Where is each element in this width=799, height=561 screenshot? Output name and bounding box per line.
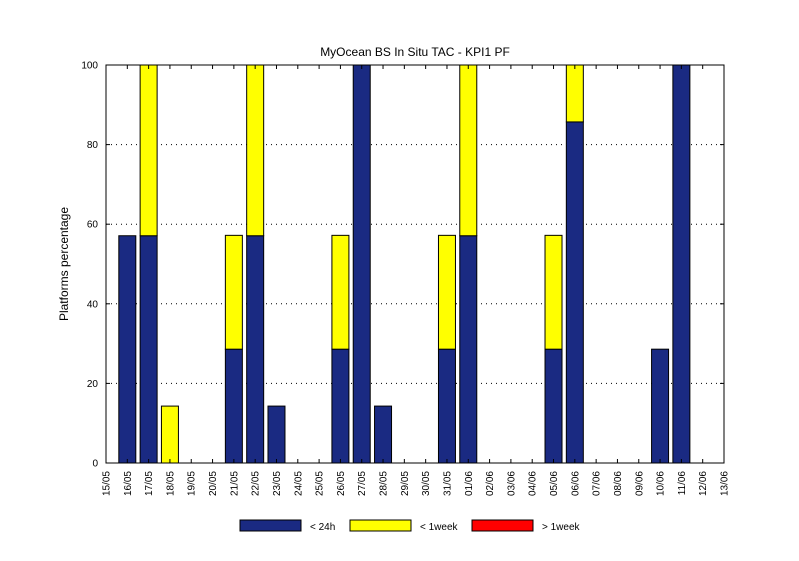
- x-tick-label: 18/05: [165, 471, 176, 496]
- x-tick-label: 30/05: [421, 471, 432, 496]
- x-tick-label: 27/05: [357, 471, 368, 496]
- legend: < 24h < 1week > 1week: [239, 519, 581, 533]
- legend-label: > 1week: [542, 522, 581, 533]
- x-tick-label: 22/05: [251, 471, 262, 496]
- x-tick-label: 01/06: [464, 471, 475, 496]
- bar-05-06-series-0: [544, 348, 563, 464]
- x-tick-label: 20/05: [208, 471, 219, 496]
- bar-26-05-series-1: [331, 234, 350, 350]
- y-tick-label: 60: [87, 220, 99, 231]
- bar-17-05-series-0: [139, 235, 158, 464]
- x-tick-label: 24/05: [293, 471, 304, 496]
- y-tick-label: 40: [87, 299, 99, 310]
- bar-27-05-series-0: [352, 64, 371, 464]
- x-tick-label: 02/06: [485, 471, 496, 496]
- legend-swatch: [239, 519, 302, 532]
- bar-26-05-series-0: [331, 348, 350, 464]
- x-tick-label: 29/05: [400, 471, 411, 496]
- legend-label: < 1week: [420, 522, 459, 533]
- x-tick-label: 23/05: [272, 471, 283, 496]
- x-tick-label: 09/06: [634, 471, 645, 496]
- y-tick-labels: 0 20 40 60 80 100: [81, 61, 98, 470]
- bar-21-05-series-0: [224, 348, 243, 464]
- bar-22-05-series-0: [246, 235, 265, 464]
- bar-22-05-series-1: [246, 64, 265, 237]
- x-tick-label: 28/05: [379, 471, 390, 496]
- bar-21-05-series-1: [224, 234, 243, 350]
- bar-10-06-series-0: [651, 348, 670, 464]
- legend-swatch: [471, 519, 534, 532]
- bar-01-06-series-0: [459, 235, 478, 464]
- x-tick-label: 03/06: [506, 471, 517, 496]
- bar-31-05-series-1: [437, 234, 456, 350]
- x-tick-label: 13/06: [720, 471, 731, 496]
- bar-16-05-series-0: [118, 235, 137, 464]
- x-tick-label: 16/05: [123, 471, 134, 496]
- x-tick-label: 04/06: [528, 471, 539, 496]
- x-tick-label: 10/06: [656, 471, 667, 496]
- x-tick-label: 26/05: [336, 471, 347, 496]
- plot-frame: [105, 64, 725, 464]
- bar-31-05-series-0: [437, 348, 456, 464]
- x-tick-label: 19/05: [187, 471, 198, 496]
- legend-label: < 24h: [310, 522, 335, 533]
- bar-11-06-series-0: [672, 64, 691, 464]
- bar-05-06-series-1: [544, 234, 563, 350]
- legend-swatch: [349, 519, 412, 532]
- bar-23-05-series-0: [267, 405, 286, 464]
- x-tick-label: 06/06: [570, 471, 581, 496]
- bars: [118, 64, 691, 464]
- bar-28-05-series-0: [374, 405, 393, 464]
- y-tick-label: 20: [87, 379, 99, 390]
- x-tick-label: 25/05: [315, 471, 326, 496]
- y-axis-title: Platforms percentage: [57, 207, 71, 321]
- x-tick-label: 21/05: [229, 471, 240, 496]
- y-tick-label: 80: [87, 140, 99, 151]
- bar-01-06-series-1: [459, 64, 478, 237]
- x-tick-label: 05/06: [549, 471, 560, 496]
- x-tick-label: 07/06: [592, 471, 603, 496]
- bar-18-05-series-1: [160, 405, 179, 464]
- chart-title: MyOcean BS In Situ TAC - KPI1 PF: [320, 45, 510, 59]
- x-tick-labels: 15/05 16/05 17/05 18/05 19/05 20/05 21/05 22/05…: [102, 471, 731, 496]
- axes: [105, 64, 725, 464]
- bar-06-06-series-0: [565, 121, 584, 464]
- x-tick-label: 31/05: [442, 471, 453, 496]
- bar-17-05-series-1: [139, 64, 158, 237]
- y-tick-label: 100: [81, 61, 98, 72]
- x-tick-label: 17/05: [144, 471, 155, 496]
- x-tick-label: 08/06: [613, 471, 624, 496]
- x-tick-label: 11/06: [677, 471, 688, 496]
- y-tick-label: 0: [92, 459, 98, 470]
- grid-lines: [106, 144, 724, 384]
- x-tick-label: 12/06: [698, 471, 709, 496]
- x-tick-label: 15/05: [102, 471, 113, 496]
- bar-06-06-series-1: [565, 64, 584, 123]
